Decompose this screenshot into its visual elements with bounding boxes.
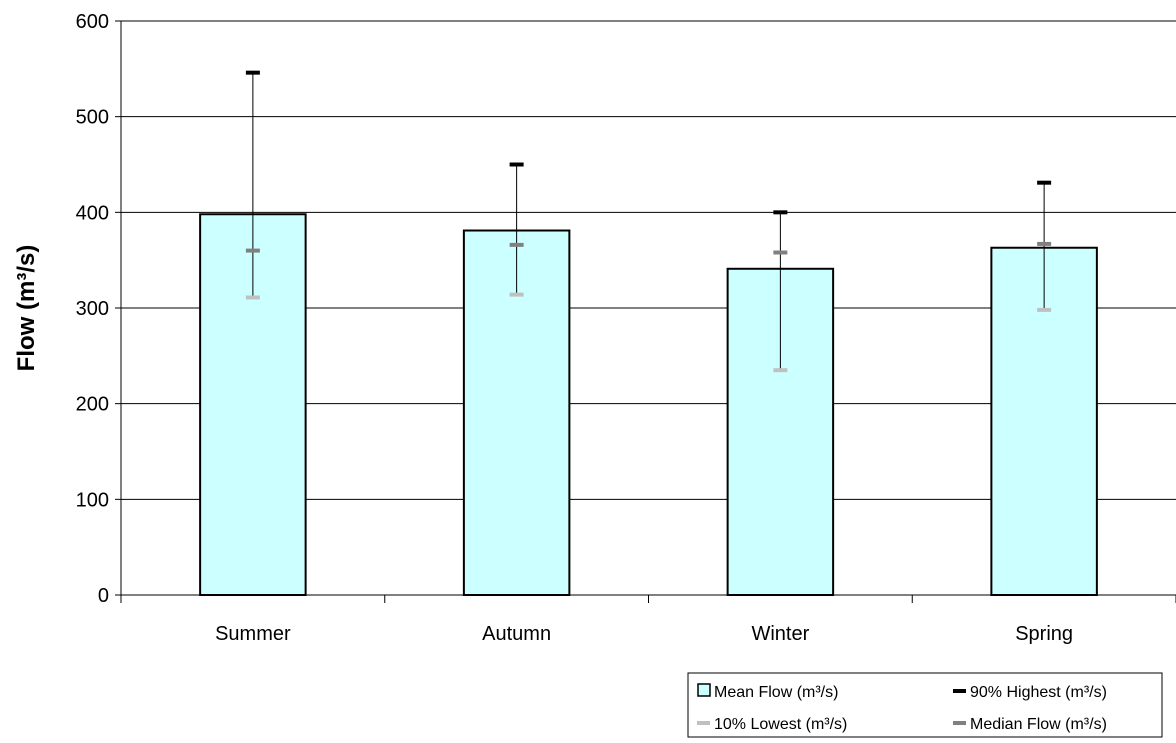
- legend-label: 90% Highest (m³/s): [970, 684, 1107, 701]
- y-tick-label: 100: [76, 489, 109, 511]
- legend-label: Median Flow (m³/s): [970, 716, 1107, 733]
- x-tick-label: Summer: [215, 623, 291, 645]
- x-tick-label: Spring: [1015, 623, 1073, 645]
- axes: 0 100 200 300 400 500 600: [76, 11, 1176, 607]
- y-tick-label: 500: [76, 107, 109, 129]
- legend-box: [687, 672, 1163, 738]
- y-tick-label: 600: [76, 11, 109, 33]
- legend-label: Mean Flow (m³/s): [714, 684, 838, 701]
- legend-label: 10% Lowest (m³/s): [714, 716, 847, 733]
- x-tick-label: Winter: [751, 623, 809, 645]
- bars: [199, 213, 1098, 596]
- error-bars: [245, 70, 1052, 373]
- legend-swatch-mean-flow: [697, 683, 711, 697]
- y-tick-label: 400: [76, 202, 109, 224]
- y-tick-label: 200: [76, 394, 109, 416]
- y-tick-label: 0: [98, 585, 109, 607]
- legend: Mean Flow (m³/s) 90% Highest (m³/s) 10% Lo…: [687, 672, 1163, 738]
- x-tick-label: Autumn: [482, 623, 551, 645]
- y-axis-label: Flow (m³/s): [13, 245, 40, 372]
- axis-labels: Flow (m³/s) Summer Autumn Winter Spring: [13, 245, 1073, 645]
- y-tick-label: 300: [76, 298, 109, 320]
